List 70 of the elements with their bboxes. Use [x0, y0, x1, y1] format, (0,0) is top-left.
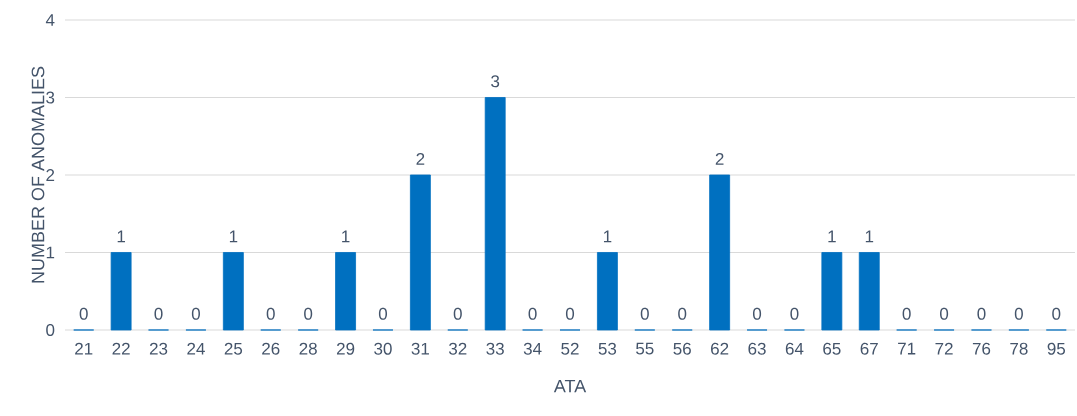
- x-tick-label: 34: [523, 342, 542, 355]
- data-label: 0: [266, 307, 275, 320]
- data-label: 0: [790, 307, 799, 320]
- x-tick-label: 25: [224, 342, 243, 355]
- data-label: 1: [603, 230, 612, 243]
- data-label: 0: [752, 307, 762, 320]
- data-label: 0: [1052, 307, 1061, 320]
- bar: [222, 252, 244, 331]
- x-axis-title: ATA: [553, 379, 587, 393]
- x-tick-label: 53: [598, 342, 617, 355]
- data-label: 0: [191, 307, 200, 320]
- x-tick-label: 72: [935, 342, 953, 355]
- data-label: 0: [154, 307, 163, 320]
- x-tick-label: 62: [711, 342, 729, 355]
- data-label: 0: [640, 307, 649, 320]
- bar: [597, 252, 618, 331]
- x-tick-label: 64: [785, 342, 804, 355]
- x-tick-label: 31: [411, 342, 429, 355]
- x-tick-label: 55: [636, 342, 654, 355]
- bar: [335, 252, 356, 331]
- x-tick-label: 32: [448, 342, 467, 355]
- x-tick-label: 29: [336, 342, 355, 355]
- data-label: 1: [117, 230, 126, 243]
- data-label: 0: [528, 307, 537, 320]
- data-label: 0: [565, 307, 575, 320]
- x-tick-label: 24: [187, 342, 205, 355]
- x-tick-label: 28: [299, 342, 317, 355]
- x-tick-label: 30: [374, 342, 392, 355]
- data-label: 1: [865, 230, 874, 243]
- data-label: 0: [453, 307, 462, 320]
- x-tick-label: 67: [860, 342, 878, 355]
- data-label: 2: [416, 152, 425, 165]
- data-label: 2: [715, 152, 724, 165]
- y-tick-label: 3: [46, 91, 55, 104]
- x-tick-label: 63: [748, 342, 766, 355]
- y-tick-label: 2: [46, 169, 55, 181]
- x-tick-label: 95: [1047, 342, 1066, 355]
- data-label: 1: [229, 230, 238, 243]
- y-tick-label: 4: [45, 14, 55, 26]
- data-label: 1: [342, 230, 350, 243]
- data-label: 0: [79, 307, 88, 320]
- x-tick-label: 52: [561, 342, 579, 355]
- data-label: 1: [828, 230, 836, 243]
- bar: [709, 174, 731, 331]
- x-tick-label: 76: [972, 342, 991, 355]
- bar: [858, 252, 880, 331]
- bar: [484, 97, 506, 331]
- data-label: 0: [940, 307, 949, 320]
- x-tick-label: 56: [673, 342, 691, 355]
- x-tick-label: 22: [112, 342, 130, 355]
- bar: [821, 252, 843, 331]
- x-tick-label: 26: [262, 342, 280, 355]
- data-label: 0: [304, 307, 313, 320]
- x-tick-label: 33: [486, 342, 504, 355]
- data-label: 0: [378, 307, 388, 320]
- x-tick-label: 23: [149, 342, 168, 355]
- x-tick-label: 21: [75, 342, 93, 355]
- x-tick-label: 78: [1010, 342, 1028, 355]
- data-label: 3: [491, 75, 500, 88]
- bar: [409, 174, 431, 331]
- x-tick-label: 71: [898, 342, 916, 355]
- y-tick-label: 0: [46, 323, 55, 337]
- data-label: 0: [678, 307, 687, 320]
- y-axis-title: NUMBER OF ANOMALIES: [31, 66, 45, 283]
- data-label: 0: [902, 307, 911, 320]
- bar: [110, 252, 132, 331]
- data-label: 0: [977, 307, 986, 320]
- y-tick-label: 1: [46, 246, 55, 259]
- data-label: 0: [1014, 307, 1023, 320]
- x-tick-label: 65: [823, 342, 841, 355]
